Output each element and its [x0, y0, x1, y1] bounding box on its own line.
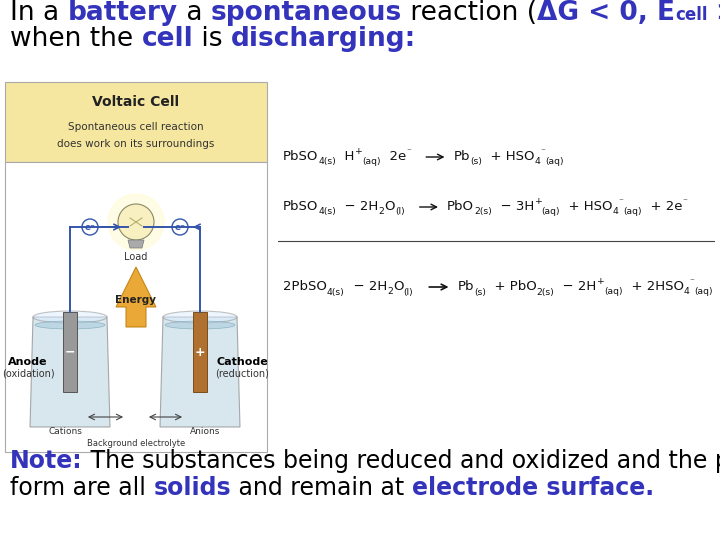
Text: (oxidation): (oxidation): [1, 369, 54, 379]
Text: (s): (s): [474, 287, 486, 296]
Text: + HSO: + HSO: [482, 151, 534, 164]
Text: − 2H: − 2H: [345, 280, 387, 294]
Text: 2: 2: [379, 207, 384, 217]
Text: (l): (l): [395, 207, 405, 217]
Text: 4(s): 4(s): [318, 207, 336, 217]
Text: when the: when the: [10, 26, 142, 52]
Text: PbSO: PbSO: [283, 151, 318, 164]
Ellipse shape: [33, 311, 107, 323]
Text: +: +: [534, 198, 541, 206]
Text: − 2H: − 2H: [336, 200, 379, 213]
Text: 4: 4: [684, 287, 690, 296]
Text: battery: battery: [68, 0, 178, 26]
FancyBboxPatch shape: [5, 162, 267, 452]
Text: Spontaneous cell reaction: Spontaneous cell reaction: [68, 122, 204, 132]
Text: (aq): (aq): [541, 207, 560, 217]
Circle shape: [82, 219, 98, 235]
Polygon shape: [116, 267, 156, 327]
Text: Anode: Anode: [8, 357, 48, 367]
Text: 2e: 2e: [381, 151, 406, 164]
Text: Voltaic Cell: Voltaic Cell: [92, 95, 179, 109]
Text: In a: In a: [10, 0, 68, 26]
FancyBboxPatch shape: [63, 312, 77, 392]
Text: a: a: [178, 0, 210, 26]
Text: (aq): (aq): [604, 287, 623, 296]
Text: e⁻: e⁻: [174, 222, 186, 232]
Text: ⁻: ⁻: [540, 147, 545, 157]
Text: and remain at: and remain at: [231, 476, 412, 500]
Text: Cations: Cations: [48, 427, 82, 436]
Text: Background electrolyte: Background electrolyte: [87, 439, 185, 448]
Circle shape: [108, 194, 164, 250]
Text: Pb: Pb: [457, 280, 474, 294]
Text: +: +: [354, 147, 362, 157]
Text: + 2e: + 2e: [642, 200, 683, 213]
Text: + 2HSO: + 2HSO: [623, 280, 684, 294]
Text: +: +: [194, 346, 205, 359]
Text: 4(s): 4(s): [327, 287, 345, 296]
Text: ⁻: ⁻: [406, 147, 411, 157]
Text: 2(s): 2(s): [536, 287, 554, 296]
Text: Pb: Pb: [454, 151, 470, 164]
FancyBboxPatch shape: [5, 82, 267, 162]
Text: (aq): (aq): [545, 158, 564, 166]
Text: O: O: [392, 280, 403, 294]
Text: form are all: form are all: [10, 476, 153, 500]
Text: Energy: Energy: [115, 295, 156, 305]
Text: 2: 2: [387, 287, 392, 296]
Polygon shape: [160, 317, 240, 427]
Text: reaction (: reaction (: [402, 0, 536, 26]
Text: electrode surface.: electrode surface.: [412, 476, 654, 500]
Ellipse shape: [35, 321, 105, 329]
Text: − 3H: − 3H: [492, 200, 534, 213]
FancyBboxPatch shape: [193, 312, 207, 392]
Polygon shape: [30, 317, 110, 427]
Text: Cathode: Cathode: [216, 357, 268, 367]
Text: cell: cell: [142, 26, 193, 52]
Text: PbSO: PbSO: [283, 200, 318, 213]
Text: spontaneous: spontaneous: [210, 0, 402, 26]
Text: H: H: [336, 151, 354, 164]
Text: −: −: [65, 346, 76, 359]
Text: cell: cell: [675, 6, 707, 24]
Text: Load: Load: [125, 252, 148, 262]
Text: (l): (l): [403, 287, 413, 296]
Text: 4: 4: [613, 207, 618, 217]
Text: (aq): (aq): [362, 158, 381, 166]
Text: ΔG < 0, E: ΔG < 0, E: [536, 0, 675, 26]
Text: 4(s): 4(s): [318, 158, 336, 166]
Text: Anions: Anions: [190, 427, 220, 436]
Text: 2PbSO: 2PbSO: [283, 280, 327, 294]
Text: ⁻: ⁻: [690, 278, 695, 287]
Text: + PbO: + PbO: [486, 280, 536, 294]
Text: ⁻: ⁻: [618, 198, 624, 206]
Ellipse shape: [165, 321, 235, 329]
Text: > 0): > 0): [707, 0, 720, 26]
Text: (aq): (aq): [624, 207, 642, 217]
Text: O: O: [384, 200, 395, 213]
Text: + HSO: + HSO: [560, 200, 613, 213]
Text: is: is: [193, 26, 231, 52]
Polygon shape: [128, 240, 144, 248]
Text: 4: 4: [534, 158, 540, 166]
Text: ⁻: ⁻: [683, 198, 688, 206]
Text: +: +: [596, 278, 604, 287]
Text: e⁻: e⁻: [84, 222, 96, 232]
Circle shape: [118, 204, 154, 240]
Text: (reduction): (reduction): [215, 369, 269, 379]
Text: (aq): (aq): [695, 287, 713, 296]
Text: − 2H: − 2H: [554, 280, 596, 294]
Text: 2(s): 2(s): [474, 207, 492, 217]
Text: (s): (s): [470, 158, 482, 166]
Text: does work on its surroundings: does work on its surroundings: [58, 139, 215, 149]
Text: Note:: Note:: [10, 449, 83, 473]
Text: solids: solids: [153, 476, 231, 500]
Circle shape: [172, 219, 188, 235]
Ellipse shape: [163, 311, 237, 323]
Text: The substances being reduced and oxidized and the products they: The substances being reduced and oxidize…: [83, 449, 720, 473]
Text: PbO: PbO: [447, 200, 474, 213]
Text: discharging:: discharging:: [231, 26, 416, 52]
